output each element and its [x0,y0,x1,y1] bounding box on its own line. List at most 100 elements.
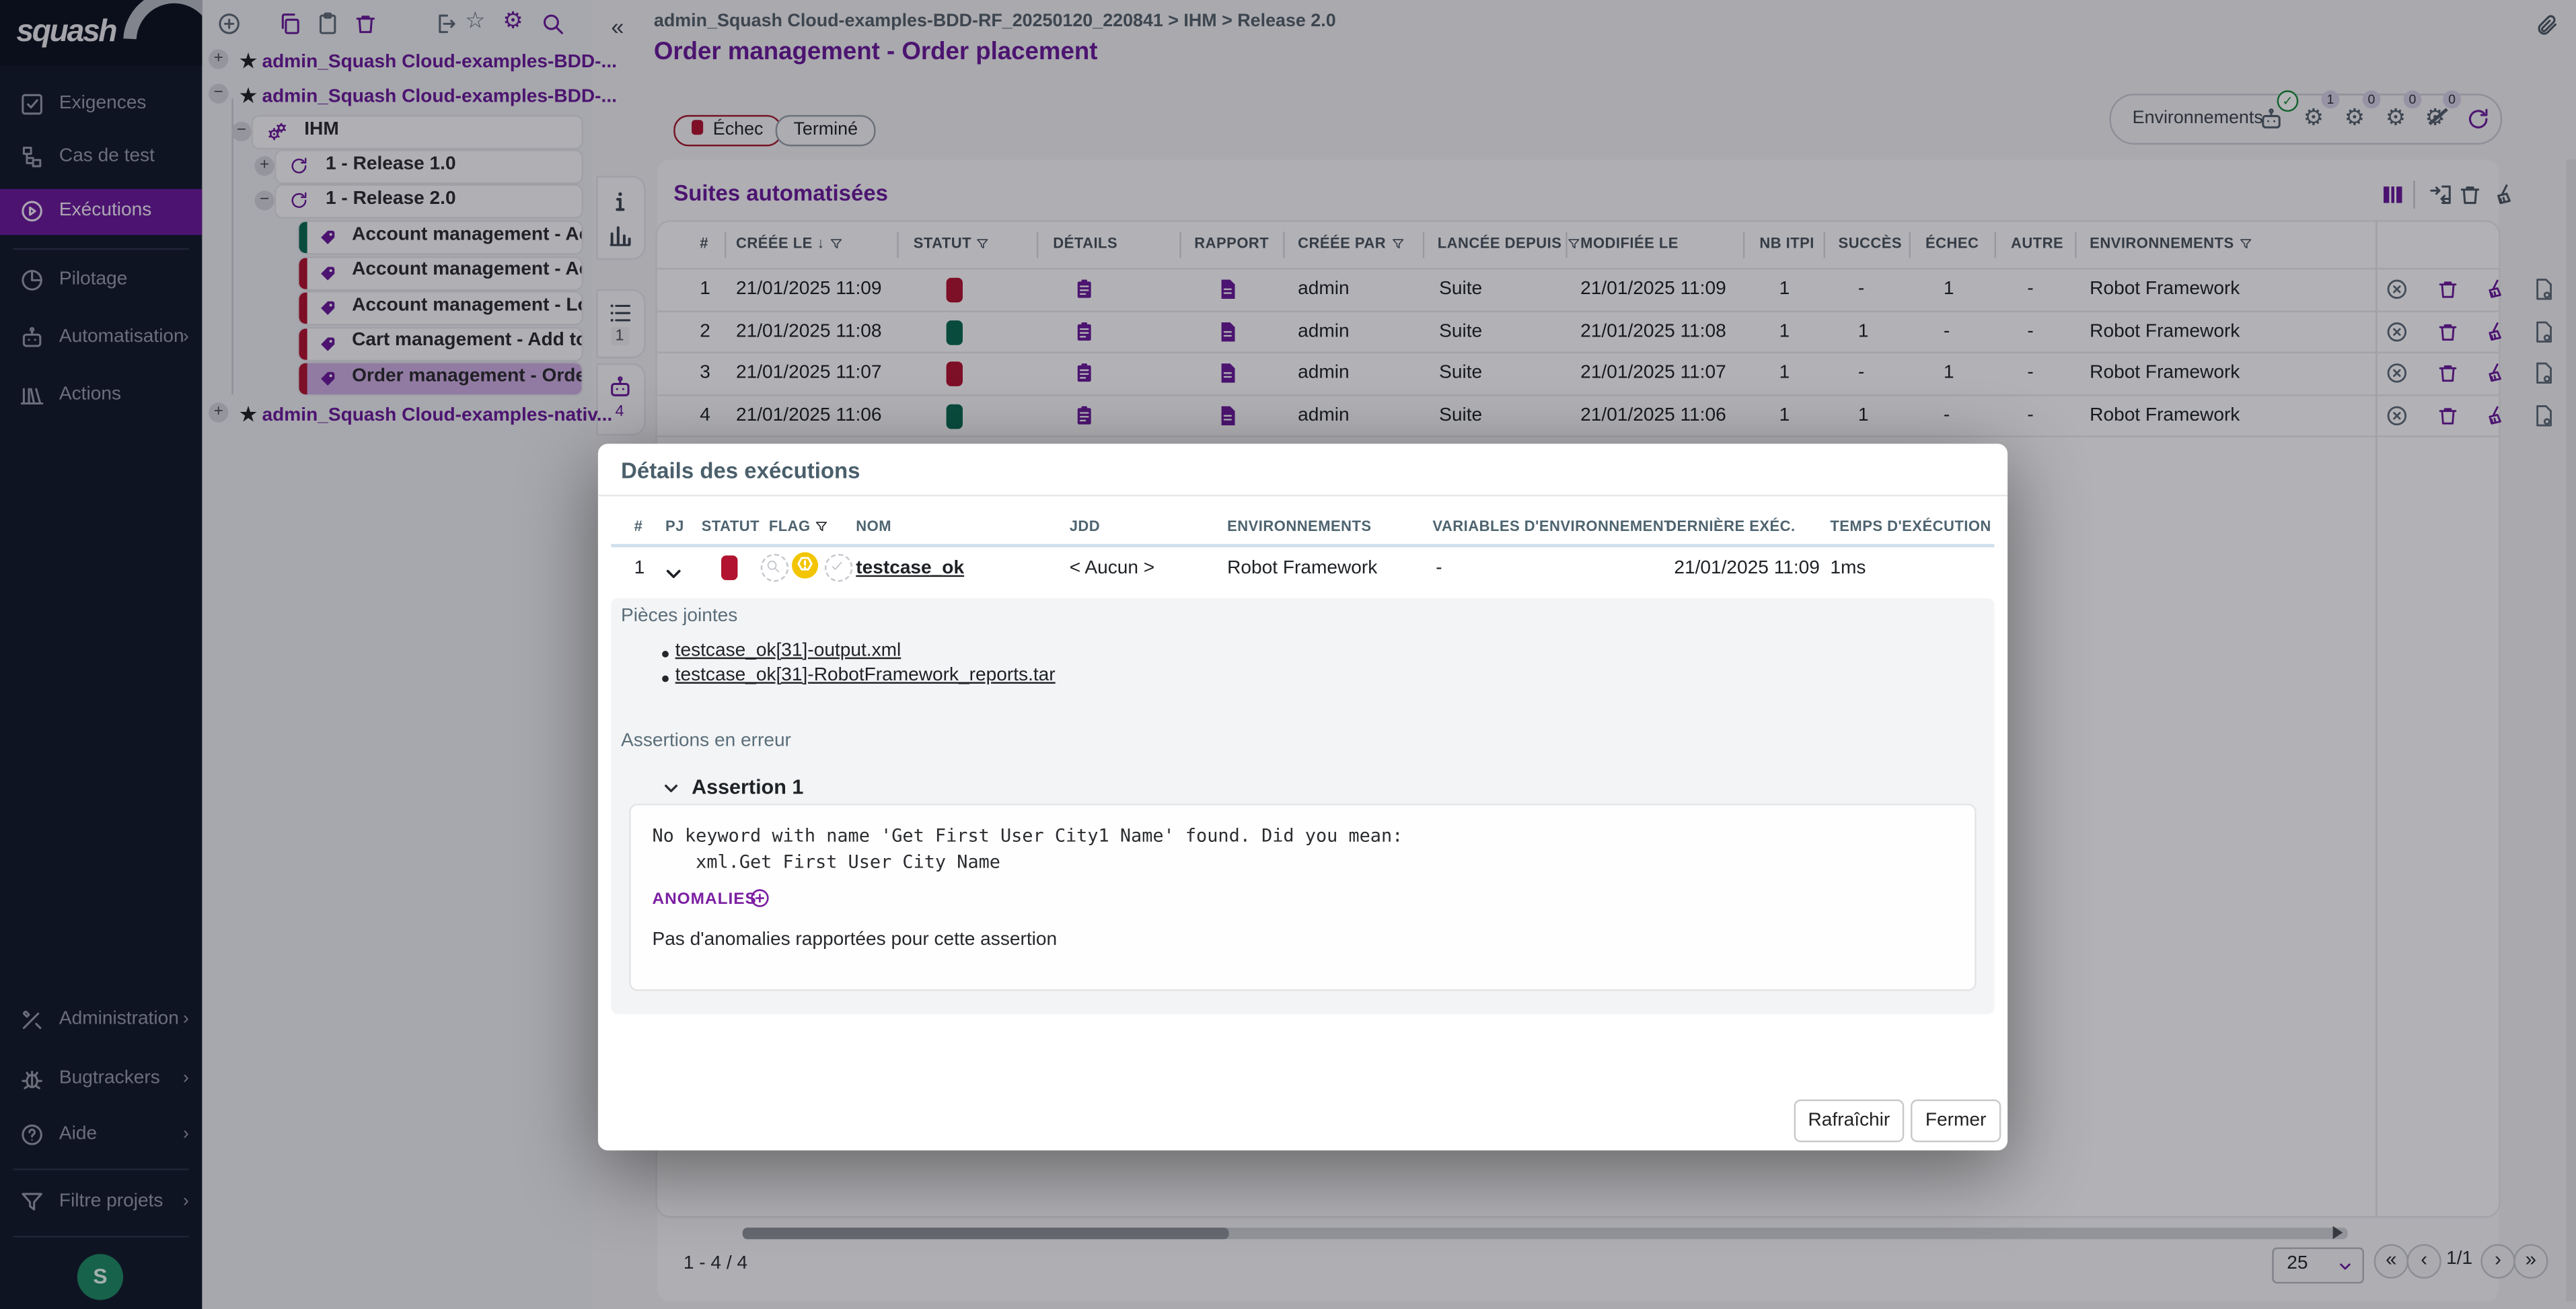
table-row[interactable]: 4 21/01/2025 11:06 admin Suite 21/01/202… [657,393,2499,437]
assertion-collapse-chevron[interactable] [662,779,680,797]
sidebar-item-cas-de-test[interactable]: Cas de test [0,133,202,182]
col-details[interactable]: DÉTAILS [1053,235,1118,252]
page-indicator: 1/1 [2446,1248,2473,1269]
squash-logo[interactable]: squash [0,0,203,66]
col-statut[interactable]: STATUT [914,235,990,252]
table-row[interactable]: 3 21/01/2025 11:07 admin Suite 21/01/202… [657,351,2499,396]
tree-project[interactable]: ★ admin_Squash Cloud-examples-BDD-... [240,87,617,107]
col-rapport[interactable]: RAPPORT [1194,235,1269,252]
tree-leaf[interactable]: Account management - Acc... [299,221,582,254]
col-created-by[interactable]: CRÉÉE PAR [1298,235,1404,252]
settings-gear-icon[interactable]: ⚙ [503,6,523,33]
tree-expander[interactable]: + [254,155,274,176]
attachment-link[interactable]: testcase_ok[31]-RobotFramework_reports.t… [675,665,1056,686]
sidebar-item-filtre-projets[interactable]: Filtre projets › [0,1178,202,1228]
col-nb-itpi[interactable]: NB ITPI [1759,235,1814,252]
anomalies-empty-text: Pas d'anomalies rapportées pour cette as… [652,930,1058,950]
table-row[interactable]: 1 21/01/2025 11:09 admin Suite 21/01/202… [657,268,2499,312]
sidebar-divider [13,1236,189,1238]
tree-folder-ihm[interactable]: IHM [253,116,582,148]
sidebar: squash Exigences Cas de test Exécutions … [0,0,203,1309]
attachment-link[interactable]: testcase_ok[31]-output.xml [675,641,901,661]
modal-header-divider [611,544,1995,548]
sidebar-item-bugtrackers[interactable]: Bugtrackers › [0,1055,202,1104]
sidebar-item-administration[interactable]: Administration › [0,996,202,1045]
sidebar-item-executions[interactable]: Exécutions [0,188,203,236]
exec-jdd: < Aucun > [1069,559,1155,579]
red-status-dot [692,120,704,135]
sidebar-item-actions[interactable]: Actions [0,372,202,421]
user-avatar[interactable]: S [77,1254,124,1300]
col-echec[interactable]: ÉCHEC [1925,235,1979,252]
filter-chip-termine[interactable]: Terminé [775,114,876,147]
tree-expander[interactable]: − [231,121,252,142]
chevron-right-icon: › [182,1124,189,1144]
horizontal-scrollbar[interactable] [742,1228,2348,1240]
col-modified[interactable]: MODIFIÉE LE [1580,235,1679,252]
tree-project[interactable]: ★ admin_Squash Cloud-examples-nativ... [240,406,613,426]
col-succes[interactable]: SUCCÈS [1838,235,1903,252]
add-anomaly-icon[interactable] [749,888,771,909]
assertion-title[interactable]: Assertion 1 [692,775,804,799]
window-scrollbar-strip[interactable] [2565,159,2576,1302]
close-button[interactable]: Fermer [1910,1099,2001,1143]
refresh-button[interactable]: Rafraîchir [1794,1099,1905,1143]
status-bar-green [299,221,307,254]
col-num[interactable]: # [700,235,709,252]
table-rows-end [657,435,2499,479]
gear-refresh-icon[interactable]: ⚙ [2385,103,2406,130]
favorites-star-icon[interactable]: ☆ [465,6,486,33]
error-message-line2: xml.Get First User City Name [652,851,1000,873]
page-size-select[interactable]: 25 [2272,1247,2364,1284]
testcase-link[interactable]: testcase_ok [856,559,965,579]
filter-chip-echec[interactable]: Échec [673,114,782,147]
prev-page-button[interactable]: ‹ [2406,1244,2441,1279]
tree-iteration-release-2[interactable]: 1 - Release 2.0 [276,185,582,217]
gear-off-icon[interactable]: ⚙ [2425,104,2448,130]
anchor-card-info-stats [597,177,644,258]
last-page-button[interactable]: » [2513,1244,2548,1279]
mcol-flag[interactable]: FLAG [769,518,829,534]
tree-expander[interactable]: − [254,190,274,211]
sidebar-item-pilotage[interactable]: Pilotage [0,256,202,306]
sidebar-item-exigences[interactable]: Exigences [0,81,202,130]
col-launched-from[interactable]: LANCÉE DEPUIS [1438,235,1580,252]
col-environnements[interactable]: ENVIRONNEMENTS [2090,235,2252,252]
sidebar-item-aide[interactable]: Aide › [0,1111,202,1160]
tree-leaf[interactable]: Account management - Login [299,292,582,324]
expand-attachments-chevron[interactable] [664,564,684,583]
tree-leaf[interactable]: Account management - Acc... [299,257,582,289]
tree-expander[interactable]: + [209,49,229,69]
tree-expander[interactable]: + [209,402,229,423]
filter-funnel-icon[interactable] [815,520,829,534]
col-created[interactable]: CRÉÉE LE ↓ [736,235,843,252]
flag-check-icon[interactable] [824,553,853,582]
next-page-button[interactable]: › [2480,1244,2515,1279]
gear-icon[interactable]: ⚙ [2303,103,2324,130]
sidebar-item-automatisation[interactable]: Automatisation › [0,314,202,363]
tree-leaf-selected[interactable]: Order management - Order... [299,363,582,395]
table-row[interactable]: 2 21/01/2025 11:08 admin Suite 21/01/202… [657,310,2499,353]
modal-divider [597,495,2008,497]
robot-badge: 4 [615,402,624,421]
first-page-button[interactable]: « [2373,1244,2408,1279]
tree-project[interactable]: ★ admin_Squash Cloud-examples-BDD-... [240,52,617,73]
flag-inspect-icon[interactable] [760,553,789,582]
col-autre[interactable]: AUTRE [2010,235,2064,252]
scrollbar-arrow-right[interactable] [2332,1226,2343,1240]
robot-check-badge: ✓ [2277,90,2299,112]
tree-iteration-release-1[interactable]: 1 - Release 1.0 [276,151,582,183]
flag-warning-icon[interactable] [792,552,819,579]
breadcrumb[interactable]: admin_Squash Cloud-examples-BDD-RF_20250… [653,11,1336,32]
chevron-right-icon: › [182,326,189,347]
page-title: Order management - Order placement [653,38,1098,66]
scrollbar-thumb[interactable] [742,1228,1229,1240]
tree-panel: ☆ ⚙ + ★ admin_Squash Cloud-examples-BDD-… [202,0,617,1309]
gear-sync-icon[interactable]: ⚙ [2344,103,2365,130]
anomalies-label: ANOMALIES [652,890,757,909]
gear-refresh-badge: 0 [2403,90,2422,109]
exec-last-exec: 21/01/2025 11:09 [1674,559,1820,579]
collapse-tree-icon[interactable]: « [611,13,624,40]
tree-expander[interactable]: − [209,83,229,104]
tree-leaf[interactable]: Cart management - Add to ... [299,328,582,359]
